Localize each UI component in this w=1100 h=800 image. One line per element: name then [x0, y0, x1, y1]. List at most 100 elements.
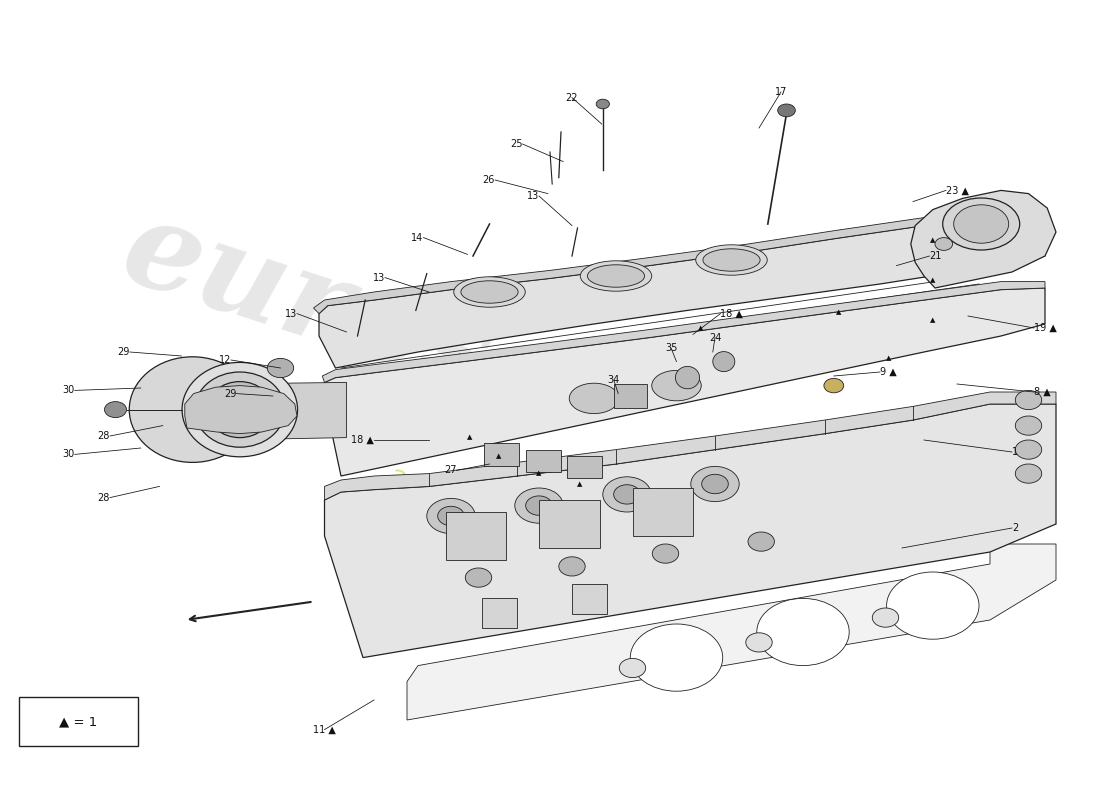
Bar — [614, 384, 647, 408]
Polygon shape — [911, 190, 1056, 288]
Text: ▲ = 1: ▲ = 1 — [59, 715, 97, 728]
Circle shape — [778, 104, 795, 117]
Text: 2: 2 — [1012, 523, 1019, 533]
Circle shape — [1015, 440, 1042, 459]
Text: ▲: ▲ — [537, 470, 541, 477]
Circle shape — [104, 402, 126, 418]
Text: 21: 21 — [930, 251, 942, 261]
Bar — [526, 450, 561, 472]
Circle shape — [748, 532, 774, 551]
Text: 30: 30 — [63, 386, 75, 395]
Ellipse shape — [183, 362, 297, 457]
Polygon shape — [220, 382, 346, 440]
Text: a passion since 1985: a passion since 1985 — [385, 462, 671, 578]
Text: 1: 1 — [1012, 447, 1019, 457]
Ellipse shape — [461, 281, 518, 303]
Circle shape — [596, 99, 609, 109]
Ellipse shape — [943, 198, 1020, 250]
Text: 24: 24 — [708, 333, 722, 342]
Text: 34: 34 — [607, 375, 620, 385]
Bar — [566, 456, 602, 478]
Ellipse shape — [713, 351, 735, 371]
Circle shape — [267, 358, 294, 378]
Bar — [539, 500, 600, 548]
Ellipse shape — [581, 261, 652, 291]
Ellipse shape — [651, 370, 702, 401]
Ellipse shape — [570, 383, 618, 414]
Text: 19 ▲: 19 ▲ — [1034, 323, 1057, 333]
Circle shape — [746, 633, 772, 652]
Text: 25: 25 — [510, 139, 522, 149]
Circle shape — [619, 658, 646, 678]
Text: 28: 28 — [98, 493, 110, 502]
Polygon shape — [321, 282, 1045, 398]
Ellipse shape — [195, 372, 285, 447]
Circle shape — [438, 506, 464, 526]
Text: 13: 13 — [527, 191, 539, 201]
Text: 18 ▲: 18 ▲ — [720, 309, 744, 318]
Circle shape — [935, 238, 953, 250]
Text: 12: 12 — [219, 355, 231, 365]
Text: 27: 27 — [444, 466, 456, 475]
Circle shape — [526, 496, 552, 515]
Circle shape — [702, 474, 728, 494]
Text: 9 ▲: 9 ▲ — [880, 367, 896, 377]
Circle shape — [427, 498, 475, 534]
Circle shape — [614, 485, 640, 504]
Circle shape — [1015, 390, 1042, 410]
Text: 29: 29 — [118, 347, 130, 357]
Text: 22: 22 — [565, 93, 579, 102]
Bar — [572, 584, 607, 614]
Text: 13: 13 — [373, 273, 385, 282]
Text: ▲: ▲ — [698, 325, 703, 331]
Text: ▲: ▲ — [496, 453, 500, 459]
Text: ▲: ▲ — [578, 481, 582, 487]
Ellipse shape — [954, 205, 1009, 243]
Circle shape — [465, 568, 492, 587]
Circle shape — [630, 624, 723, 691]
Text: 35: 35 — [664, 343, 678, 353]
Bar — [632, 488, 693, 536]
Circle shape — [603, 477, 651, 512]
Circle shape — [652, 544, 679, 563]
Ellipse shape — [703, 249, 760, 271]
Ellipse shape — [130, 357, 255, 462]
Circle shape — [887, 572, 979, 639]
Circle shape — [559, 557, 585, 576]
Text: ▲: ▲ — [468, 434, 472, 441]
Text: euros: euros — [108, 189, 508, 419]
Circle shape — [691, 466, 739, 502]
Text: 29: 29 — [224, 389, 236, 398]
FancyBboxPatch shape — [19, 697, 138, 746]
Bar — [446, 512, 506, 560]
Circle shape — [824, 378, 844, 393]
Text: 18 ▲: 18 ▲ — [351, 435, 374, 445]
Text: 30: 30 — [63, 450, 75, 459]
Text: 28: 28 — [98, 431, 110, 441]
Text: 23 ▲: 23 ▲ — [946, 186, 969, 195]
Text: ▲: ▲ — [887, 355, 891, 362]
Circle shape — [1015, 464, 1042, 483]
Text: ▲: ▲ — [836, 309, 840, 315]
Ellipse shape — [695, 245, 768, 275]
Circle shape — [872, 608, 899, 627]
Text: 17: 17 — [774, 87, 788, 97]
Polygon shape — [321, 288, 1045, 476]
Circle shape — [1015, 416, 1042, 435]
Polygon shape — [185, 386, 297, 434]
Ellipse shape — [453, 277, 526, 307]
Text: 26: 26 — [483, 175, 495, 185]
Polygon shape — [314, 206, 1050, 314]
Text: 8 ▲: 8 ▲ — [1034, 387, 1050, 397]
Ellipse shape — [675, 366, 700, 389]
Polygon shape — [407, 544, 1056, 720]
Text: 11 ▲: 11 ▲ — [314, 725, 336, 734]
Bar — [482, 598, 517, 628]
Circle shape — [515, 488, 563, 523]
Text: ▲: ▲ — [931, 317, 935, 323]
Text: 14: 14 — [411, 233, 424, 242]
Text: ▲: ▲ — [931, 237, 935, 243]
Circle shape — [757, 598, 849, 666]
Polygon shape — [319, 214, 1045, 368]
Polygon shape — [324, 392, 1056, 500]
